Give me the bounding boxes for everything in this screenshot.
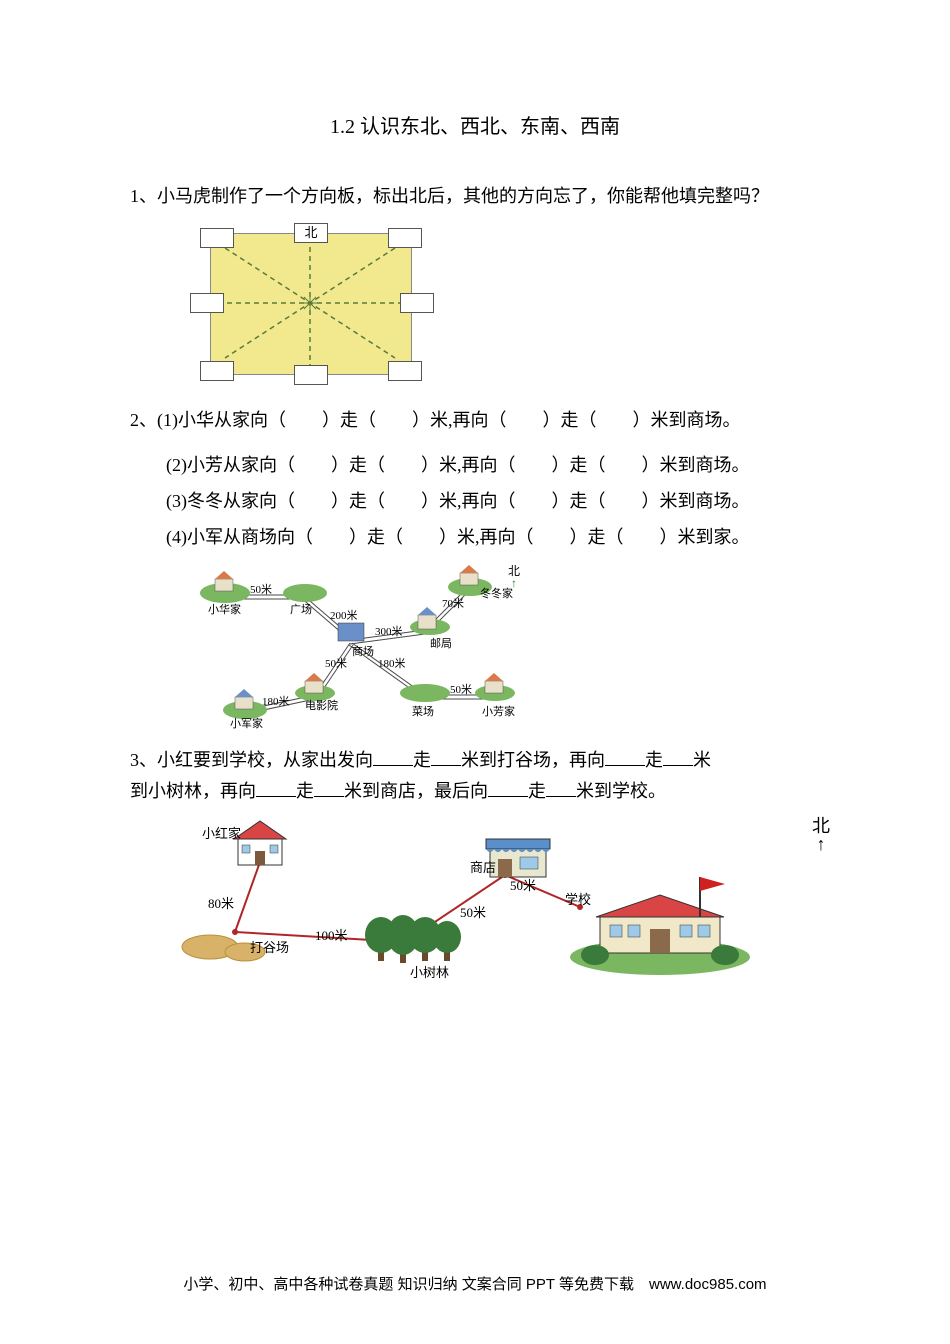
dist-50a: 50米 — [250, 581, 272, 597]
q3-l1-m3: 走 — [645, 750, 663, 770]
label-youju: 邮局 — [430, 635, 452, 651]
compass-figure: 北 — [190, 223, 430, 383]
q3-l2-m1: 走 — [296, 781, 314, 801]
page-footer: 小学、初中、高中各种试卷真题 知识归纳 文案合同 PPT 等免费下载 www.d… — [0, 1273, 950, 1294]
label-shangchang: 商场 — [352, 643, 374, 659]
label-shangdian: 商店 — [470, 857, 496, 876]
q3-l1-pre: 3、小红要到学校，从家出发向 — [130, 750, 373, 770]
q3-l2-end: 米到学校。 — [576, 781, 666, 801]
label-xiaohua: 小华家 — [208, 601, 241, 617]
q3-blank-5 — [256, 778, 296, 797]
dist-180a: 180米 — [378, 655, 406, 671]
compass-s-box — [294, 365, 328, 385]
compass-e-box — [400, 293, 434, 313]
label-dianying: 电影院 — [305, 697, 338, 713]
compass-north-box: 北 — [294, 223, 328, 243]
q3-l1-end: 米 — [693, 750, 711, 770]
compass-sw-box — [200, 361, 234, 381]
page-title: 1.2 认识东北、西北、东南、西南 — [130, 110, 820, 139]
q3-l1-m1: 走 — [413, 750, 431, 770]
question-1: 1、小马虎制作了一个方向板，标出北后，其他的方向忘了，你能帮他填完整吗？ — [130, 179, 820, 213]
q3-blank-8 — [546, 778, 576, 797]
question-3: 3、小红要到学校，从家出发向走米到打谷场，再向走米 到小树林，再向走米到商店，最… — [130, 745, 820, 806]
dist3-50a: 50米 — [460, 902, 486, 921]
question-2-4: (4)小军从商场向（ ）走（ ）米,再向（ ）走（ ）米到家。 — [130, 519, 820, 555]
dist-180b: 180米 — [262, 693, 290, 709]
dist3-100: 100米 — [315, 925, 348, 944]
q3-l2-m2: 米到商店，最后向 — [344, 781, 488, 801]
label-xuexiao: 学校 — [565, 889, 591, 908]
q3-blank-6 — [314, 778, 344, 797]
q3-blank-2 — [431, 747, 461, 766]
label-dongdong: 冬冬家 — [480, 585, 513, 601]
q3-blank-4 — [663, 747, 693, 766]
q3-blank-7 — [488, 778, 528, 797]
dist3-50b: 50米 — [510, 875, 536, 894]
label-guangchang: 广场 — [290, 601, 312, 617]
label-xiaohong: 小红家 — [202, 823, 241, 842]
label-caichang: 菜场 — [412, 703, 434, 719]
question-2-3: (3)冬冬从家向（ ）走（ ）米,再向（ ）走（ ）米到商场。 — [130, 483, 820, 519]
q3-l2-pre: 到小树林，再向 — [130, 781, 256, 801]
arrow-icon: ↑ — [817, 834, 826, 854]
dist3-80: 80米 — [208, 893, 234, 912]
map-q3: 北 ↑ 小红家 打谷场 小树林 商店 学校 80米 100米 50米 50米 — [160, 817, 860, 987]
compass-nw-box — [200, 228, 234, 248]
map-q2: 北 ↑ 小华家 广场 冬冬家 邮局 商场 电影院 小军家 菜场 小芳家 50米 … — [190, 565, 550, 725]
q3-blank-3 — [605, 747, 645, 766]
dist-70: 70米 — [442, 595, 464, 611]
compass-se-box — [388, 361, 422, 381]
q3-l2-m3: 走 — [528, 781, 546, 801]
question-2-1: 2、(1)小华从家向（ ）走（ ）米,再向（ ）走（ ）米到商场。 — [130, 403, 820, 437]
question-2-2: (2)小芳从家向（ ）走（ ）米,再向（ ）走（ ）米到商场。 — [130, 447, 820, 483]
label-xiaofang: 小芳家 — [482, 703, 515, 719]
dist-50c: 50米 — [450, 681, 472, 697]
dist-200: 200米 — [330, 607, 358, 623]
q3-l1-m2: 米到打谷场，再向 — [461, 750, 605, 770]
label-xiaojun: 小军家 — [230, 715, 263, 731]
dist-50b: 50米 — [325, 655, 347, 671]
label-shulin: 小树林 — [410, 962, 449, 981]
compass-lines — [210, 233, 410, 373]
compass-w-box — [190, 293, 224, 313]
dist-300: 300米 — [375, 623, 403, 639]
map3-north-label: 北 — [812, 816, 830, 836]
label-dagu: 打谷场 — [250, 937, 289, 956]
q3-blank-1 — [373, 747, 413, 766]
compass-ne-box — [388, 228, 422, 248]
